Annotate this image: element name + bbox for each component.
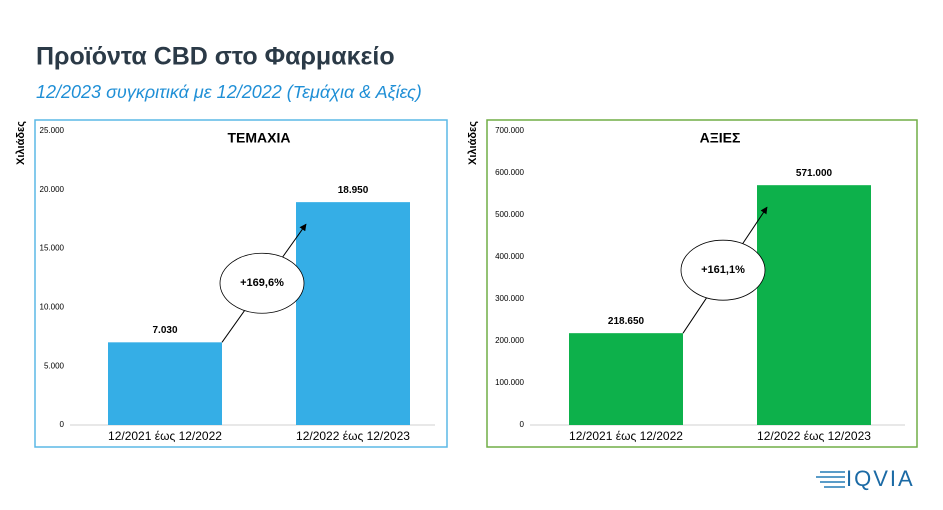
bar (296, 202, 410, 425)
y-axis-label: Χιλιάδες (15, 121, 27, 165)
chart-title: ΤΕΜΑΧΙΑ (228, 130, 291, 146)
x-tick-label: 12/2022 έως 12/2023 (296, 429, 410, 443)
chart-frame (486, 119, 918, 448)
annotation-bubble (680, 239, 766, 301)
y-tick-label: 0 (60, 420, 65, 429)
value-label: 7.030 (152, 325, 177, 336)
y-tick-label: 15.000 (40, 244, 65, 253)
y-tick-label: 5.000 (44, 361, 65, 370)
chart-frame (34, 119, 448, 448)
x-tick-label: 12/2022 έως 12/2023 (757, 429, 871, 443)
bar (757, 185, 871, 425)
y-axis-label: Χιλιάδες (467, 121, 479, 165)
x-tick-label: 12/2021 έως 12/2022 (108, 429, 222, 443)
chart: ΑΞΙΕΣ Χιλιάδες 0 100.000 200.000 300.000 400.0… (467, 119, 918, 448)
value-label: 18.950 (338, 185, 369, 196)
chart-title: ΑΞΙΕΣ (700, 130, 741, 146)
y-tick-label: 300.000 (495, 294, 524, 303)
value-label: 218.650 (608, 316, 645, 327)
annotation: +161,1% (701, 264, 745, 276)
y-tick-label: 400.000 (495, 252, 524, 261)
y-tick-label: 20.000 (40, 185, 65, 194)
y-tick-label: 100.000 (495, 378, 524, 387)
annotation-bubble (219, 252, 305, 314)
value-label: 571.000 (796, 168, 833, 179)
bar (108, 342, 222, 425)
slide-title: Προϊόντα CBD στο Φαρμακείο (36, 43, 395, 71)
y-tick-label: 10.000 (40, 303, 65, 312)
y-tick-label: 500.000 (495, 210, 524, 219)
y-tick-label: 25.000 (40, 126, 65, 135)
logo-text: IQVIA (846, 466, 915, 491)
bar (569, 333, 683, 425)
chart: ΤΕΜΑΧΙΑ Χιλιάδες 0 5.000 10.000 15.000 20.000 2… (15, 119, 448, 448)
annotation: +169,6% (240, 277, 284, 289)
y-tick-label: 200.000 (495, 336, 524, 345)
slide-subtitle: 12/2023 συγκριτικά με 12/2022 (Τεμάχια &… (36, 82, 422, 102)
y-tick-label: 600.000 (495, 168, 524, 177)
y-tick-label: 0 (520, 420, 525, 429)
logo: IQVIA (816, 466, 915, 491)
y-tick-label: 700.000 (495, 126, 524, 135)
x-tick-label: 12/2021 έως 12/2022 (569, 429, 683, 443)
